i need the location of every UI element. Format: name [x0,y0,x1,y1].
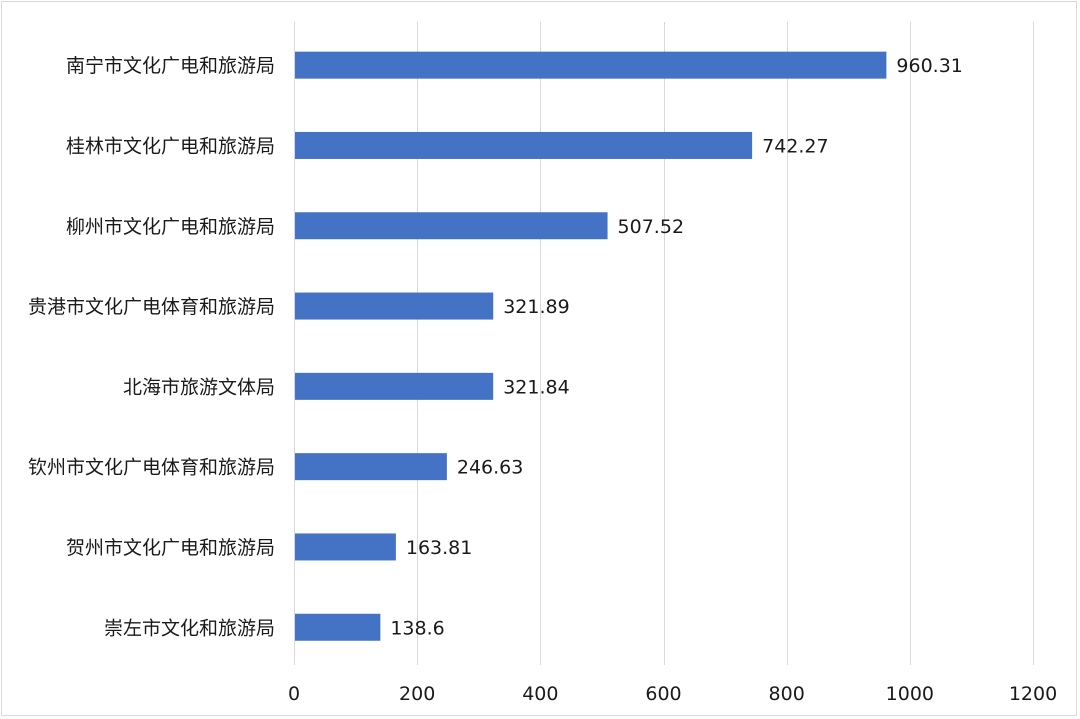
data-label: 163.81 [406,537,472,559]
gridlines [294,22,1034,665]
category-label: 北海市旅游文体局 [123,376,275,398]
category-label: 桂林市文化广电和旅游局 [66,135,275,157]
category-label: 柳州市文化广电和旅游局 [66,216,275,238]
data-label: 138.6 [390,617,444,639]
x-tick-label: 600 [645,683,681,705]
data-label: 246.63 [457,457,523,479]
x-tick-label: 800 [769,683,805,705]
category-label: 贵港市文化广电体育和旅游局 [28,296,275,318]
category-label: 钦州市文化广电体育和旅游局 [28,457,275,479]
bar [295,453,447,481]
bar [295,212,608,240]
data-labels: 960.31 742.27 507.52 321.89 321.84 246.63 163.… [390,55,963,639]
data-label: 507.52 [618,216,684,238]
bar [295,131,753,159]
bar [295,533,396,561]
data-label: 742.27 [762,135,828,157]
category-labels: 南宁市文化广电和旅游局桂林市文化广电和旅游局柳州市文化广电和旅游局贵港市文化广电… [28,55,275,639]
bars [295,51,887,641]
bar [295,613,381,641]
category-label: 南宁市文化广电和旅游局 [66,55,275,77]
x-axis-tick-labels: 0 200 400 600 800 1000 1200 [288,683,1057,705]
x-tick-label: 1200 [1009,683,1057,705]
data-label: 321.89 [503,296,569,318]
data-label: 960.31 [896,55,962,77]
category-label: 崇左市文化和旅游局 [104,617,275,639]
x-tick-label: 200 [399,683,435,705]
data-label: 321.84 [503,376,569,398]
x-tick-label: 1000 [886,683,934,705]
bar [295,51,887,79]
category-label: 贺州市文化广电和旅游局 [66,537,275,559]
x-tick-label: 400 [522,683,558,705]
x-tick-label: 0 [288,683,300,705]
bar [295,372,494,400]
bar [295,292,494,320]
